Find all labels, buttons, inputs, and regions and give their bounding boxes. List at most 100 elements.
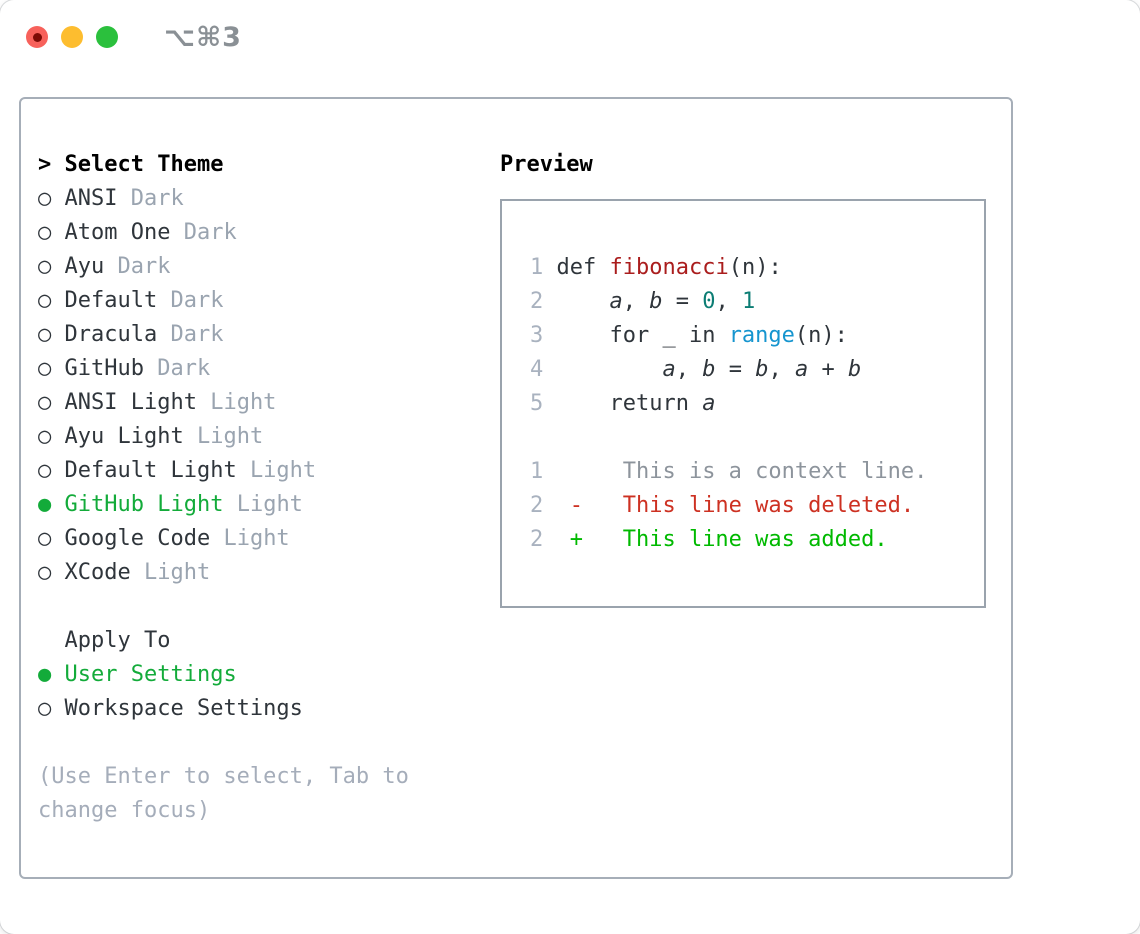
spacer [530, 421, 974, 455]
theme-option-ansi-light[interactable]: ○ ANSI Light Light [38, 386, 478, 420]
radio-icon: ○ [38, 560, 52, 585]
radio-icon: ○ [38, 696, 52, 721]
diff-line-added: 2 + This line was added. [530, 523, 974, 557]
theme-name: Dracula [64, 322, 158, 347]
radio-icon: ○ [38, 220, 52, 245]
theme-variant-badge: Dark [183, 220, 237, 245]
line-number: 1 [530, 459, 544, 484]
spacer [38, 726, 478, 760]
diff-text: - This line was deleted. [543, 493, 915, 518]
preview-box: 1 def fibonacci(n): 2 a, b = 0, 1 3 for _ … [500, 199, 986, 608]
theme-variant-badge: Dark [170, 322, 224, 347]
select-theme-header: > Select Theme [38, 148, 478, 182]
code-line-3: 3 for _ in range(n): [530, 323, 848, 348]
cursor-icon: > [38, 152, 52, 177]
theme-variant-badge: Light [236, 492, 303, 517]
diff-line-context: 1 This is a context line. [530, 455, 974, 489]
apply-option-workspace-settings[interactable]: ○ Workspace Settings [38, 692, 478, 726]
theme-option-ansi[interactable]: ○ ANSI Dark [38, 182, 478, 216]
theme-name: Ayu Light [64, 424, 184, 449]
theme-picker-column: > Select Theme ○ ANSI Dark ○ Atom One Dar… [38, 148, 478, 828]
spacer [38, 590, 478, 624]
radio-icon: ○ [38, 526, 52, 551]
hint-text: (Use Enter to select, Tab to change focus… [38, 760, 478, 828]
theme-name: Google Code [64, 526, 211, 551]
theme-variant-badge: Dark [170, 288, 224, 313]
line-number: 2 [530, 493, 544, 518]
close-button[interactable] [26, 26, 48, 48]
theme-option-xcode[interactable]: ○ XCode Light [38, 556, 478, 590]
theme-variant-badge: Dark [117, 254, 171, 279]
radio-icon: ● [38, 492, 52, 517]
radio-icon: ○ [38, 254, 52, 279]
theme-name: ANSI Light [64, 390, 197, 415]
traffic-lights [26, 26, 118, 48]
theme-option-github[interactable]: ○ GitHub Dark [38, 352, 478, 386]
line-number: 5 [530, 391, 544, 416]
diff-text: + This line was added. [543, 527, 888, 552]
theme-variant-badge: Light [210, 390, 277, 415]
line-number: 1 [530, 255, 544, 280]
theme-name: Default Light [64, 458, 237, 483]
code-line-5: 5 return a [530, 391, 716, 416]
apply-to-header: Apply To [38, 628, 171, 653]
theme-variant-badge: Dark [157, 356, 211, 381]
close-dot-icon [32, 32, 42, 42]
theme-name: GitHub Light [64, 492, 224, 517]
hint-line: change focus) [38, 798, 211, 823]
radio-icon: ○ [38, 186, 52, 211]
radio-icon: ○ [38, 390, 52, 415]
theme-variant-badge: Light [196, 424, 264, 449]
preview-column: Preview 1 def fibonacci(n): 2 a, b = 0, 1… [500, 148, 1000, 608]
window-title: ⌥⌘3 [164, 21, 242, 53]
radio-icon: ○ [38, 424, 52, 449]
diff-text: This is a context line. [543, 459, 928, 484]
theme-option-default[interactable]: ○ Default Dark [38, 284, 478, 318]
apply-option-label: Workspace Settings [64, 696, 303, 721]
radio-icon: ○ [38, 322, 52, 347]
code-line-2: 2 a, b = 0, 1 [530, 289, 756, 314]
apply-option-user-settings[interactable]: ● User Settings [38, 658, 478, 692]
theme-picker-panel: > Select Theme ○ ANSI Dark ○ Atom One Dar… [19, 97, 1013, 879]
line-number: 4 [530, 357, 544, 382]
theme-option-dracula[interactable]: ○ Dracula Dark [38, 318, 478, 352]
zoom-button[interactable] [96, 26, 118, 48]
code-sample: 1 def fibonacci(n): 2 a, b = 0, 1 3 for _ … [530, 251, 974, 421]
diff-line-deleted: 2 - This line was deleted. [530, 489, 974, 523]
theme-variant-badge: Light [223, 526, 290, 551]
theme-variant-badge: Light [143, 560, 211, 585]
apply-option-label: User Settings [64, 662, 237, 687]
diff-sample: 1 This is a context line. 2 - This line w… [530, 455, 974, 557]
minimize-button[interactable] [61, 26, 83, 48]
theme-option-atom-one[interactable]: ○ Atom One Dark [38, 216, 478, 250]
radio-icon: ○ [38, 458, 52, 483]
radio-icon: ○ [38, 288, 52, 313]
theme-option-github-light[interactable]: ● GitHub Light Light [38, 488, 478, 522]
theme-variant-badge: Dark [130, 186, 184, 211]
apply-to-list: ● User Settings ○ Workspace Settings [38, 658, 478, 726]
theme-option-google-code[interactable]: ○ Google Code Light [38, 522, 478, 556]
theme-name: ANSI [64, 186, 118, 211]
line-number: 3 [530, 323, 544, 348]
theme-name: GitHub [64, 356, 144, 381]
theme-name: Ayu [64, 254, 105, 279]
theme-name: Atom One [64, 220, 171, 245]
radio-icon: ○ [38, 356, 52, 381]
theme-name: XCode [64, 560, 131, 585]
preview-header: Preview [500, 152, 593, 177]
radio-icon: ● [38, 662, 52, 687]
theme-name: Default [64, 288, 158, 313]
hint-line: (Use Enter to select, Tab to [38, 764, 409, 789]
line-number: 2 [530, 289, 544, 314]
theme-variant-badge: Light [249, 458, 317, 483]
theme-option-default-light[interactable]: ○ Default Light Light [38, 454, 478, 488]
theme-list: ○ ANSI Dark ○ Atom One Dark ○ Ayu Dark ○ De… [38, 182, 478, 590]
theme-option-ayu[interactable]: ○ Ayu Dark [38, 250, 478, 284]
code-line-4: 4 a, b = b, a + b [530, 357, 862, 382]
code-line-1: 1 def fibonacci(n): [530, 255, 782, 280]
line-number: 2 [530, 527, 544, 552]
titlebar: ⌥⌘3 [0, 0, 1140, 74]
theme-option-ayu-light[interactable]: ○ Ayu Light Light [38, 420, 478, 454]
select-theme-label: Select Theme [64, 152, 224, 177]
